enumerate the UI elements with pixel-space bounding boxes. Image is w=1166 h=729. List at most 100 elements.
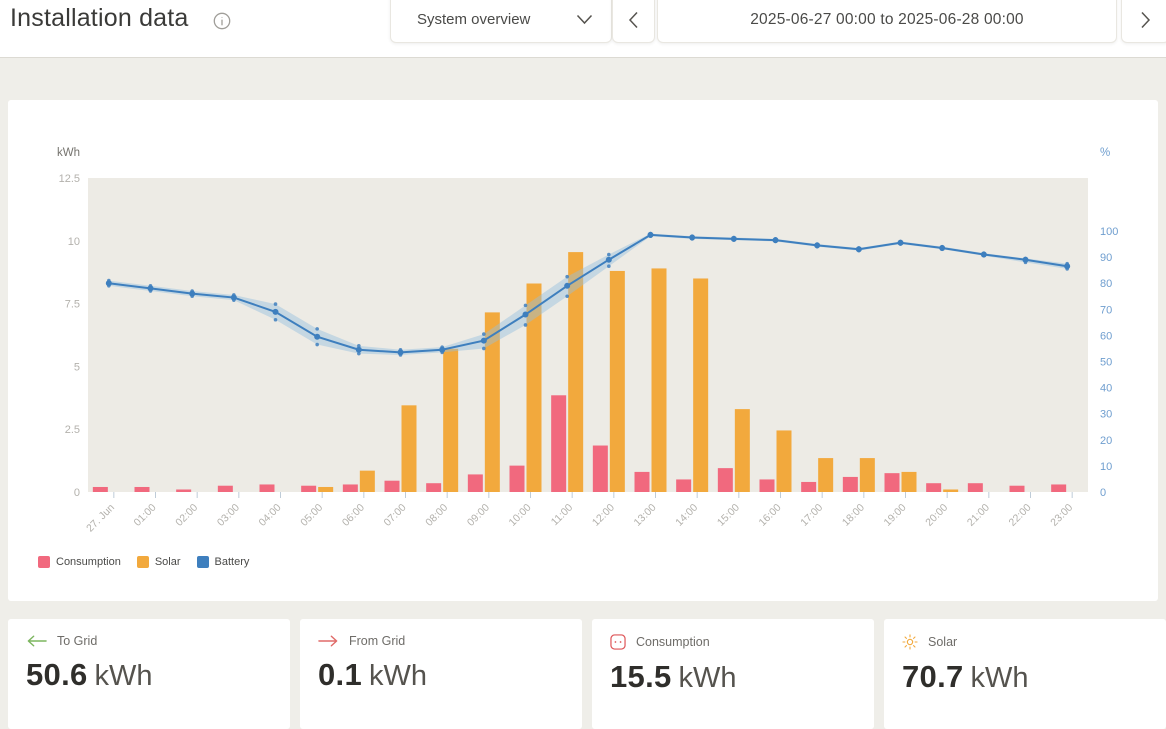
consumption-bar[interactable] — [801, 481, 817, 492]
solar-bar[interactable] — [818, 458, 834, 492]
battery-point[interactable] — [355, 346, 362, 353]
battery-point[interactable] — [147, 285, 154, 292]
battery-point[interactable] — [897, 239, 904, 246]
consumption-bar[interactable] — [926, 483, 942, 492]
consumption-bar[interactable] — [217, 485, 233, 492]
solar-bar[interactable] — [359, 470, 375, 492]
battery-point[interactable] — [772, 237, 779, 244]
prev-date-button[interactable] — [612, 0, 655, 43]
solar-bar[interactable] — [651, 268, 667, 492]
consumption-bar[interactable] — [551, 395, 567, 492]
consumption-bar[interactable] — [634, 471, 650, 492]
left-axis-tick: 12.5 — [59, 173, 80, 185]
summary-card-consumption[interactable]: Consumption 15.5 kWh — [592, 619, 874, 729]
battery-point[interactable] — [230, 294, 237, 301]
consumption-bar[interactable] — [134, 486, 150, 492]
solar-bar[interactable] — [401, 405, 417, 492]
solar-bar[interactable] — [776, 430, 792, 492]
solar-bar[interactable] — [568, 252, 584, 492]
battery-point[interactable] — [314, 333, 321, 340]
battery-point[interactable] — [1022, 256, 1029, 263]
consumption-bar[interactable] — [592, 445, 608, 492]
x-axis-label: 04:00 — [257, 502, 284, 529]
x-axis-label: 09:00 — [465, 502, 492, 529]
battery-point[interactable] — [272, 308, 279, 315]
battery-point[interactable] — [564, 282, 571, 289]
battery-min-point[interactable] — [273, 317, 278, 322]
consumption-bar[interactable] — [426, 483, 442, 492]
view-selector-dropdown[interactable]: System overview — [390, 0, 612, 43]
consumption-bar[interactable] — [842, 476, 858, 492]
battery-min-point[interactable] — [482, 346, 486, 351]
battery-point[interactable] — [189, 290, 196, 297]
consumption-bar[interactable] — [301, 485, 317, 492]
battery-point[interactable] — [1064, 263, 1071, 270]
summary-card-from-grid[interactable]: From Grid 0.1 kWh — [300, 619, 582, 729]
card-value: 70.7 — [902, 659, 964, 694]
solar-bar[interactable] — [318, 486, 334, 492]
legend-item-consumption[interactable]: Consumption — [38, 556, 121, 568]
battery-point[interactable] — [105, 280, 112, 287]
card-unit: kWh — [970, 662, 1029, 694]
battery-min-point[interactable] — [523, 323, 528, 327]
next-date-button[interactable] — [1121, 0, 1166, 43]
summary-card-to-grid[interactable]: To Grid 50.6 kWh — [8, 619, 290, 729]
battery-point[interactable] — [814, 242, 821, 249]
summary-card-solar[interactable]: Solar 70.7 kWh — [884, 619, 1166, 729]
battery-max-point[interactable] — [607, 252, 611, 257]
battery-point[interactable] — [647, 231, 654, 238]
info-icon[interactable] — [213, 12, 231, 30]
right-axis-tick: 80 — [1100, 278, 1112, 290]
battery-point[interactable] — [980, 251, 987, 258]
battery-point[interactable] — [730, 235, 737, 242]
x-axis-label: 01:00 — [132, 502, 159, 529]
legend-item-battery[interactable]: Battery — [196, 556, 249, 568]
consumption-bar[interactable] — [259, 484, 275, 492]
consumption-bar[interactable] — [92, 486, 108, 492]
consumption-bar[interactable] — [1051, 484, 1067, 492]
consumption-bar[interactable] — [884, 473, 900, 492]
chart-legend: Consumption Solar Battery — [38, 556, 249, 568]
battery-point[interactable] — [855, 246, 862, 253]
consumption-bar[interactable] — [384, 480, 400, 492]
battery-point[interactable] — [939, 244, 946, 251]
battery-max-point[interactable] — [315, 327, 319, 331]
consumption-bar[interactable] — [509, 465, 525, 492]
consumption-bar[interactable] — [676, 479, 692, 492]
consumption-bar[interactable] — [717, 468, 733, 492]
solar-bar[interactable] — [484, 312, 500, 492]
battery-min-point[interactable] — [357, 351, 361, 356]
solar-bar[interactable] — [943, 489, 959, 492]
battery-max-point[interactable] — [523, 303, 528, 308]
consumption-bar[interactable] — [759, 479, 775, 492]
battery-max-point[interactable] — [565, 274, 569, 279]
consumption-bar[interactable] — [467, 474, 483, 492]
battery-point[interactable] — [522, 311, 529, 318]
battery-max-point[interactable] — [482, 332, 486, 336]
consumption-bar[interactable] — [1009, 485, 1025, 492]
battery-min-point[interactable] — [607, 264, 611, 269]
solar-bar[interactable] — [609, 270, 625, 492]
battery-max-point[interactable] — [357, 344, 361, 348]
battery-point[interactable] — [439, 346, 446, 353]
battery-point[interactable] — [605, 256, 612, 263]
battery-point[interactable] — [397, 349, 404, 356]
solar-bar[interactable] — [443, 348, 459, 492]
battery-point[interactable] — [480, 337, 487, 344]
date-range-selector[interactable]: 2025-06-27 00:00 to 2025-06-28 00:00 — [657, 0, 1117, 43]
consumption-bar[interactable] — [176, 489, 192, 492]
battery-min-point[interactable] — [565, 294, 569, 299]
solar-bar[interactable] — [734, 409, 750, 492]
solar-bar[interactable] — [901, 471, 917, 492]
solar-bar[interactable] — [693, 278, 709, 492]
card-label: Consumption — [636, 635, 710, 649]
legend-item-solar[interactable]: Solar — [136, 556, 181, 568]
battery-min-point[interactable] — [315, 342, 319, 347]
consumption-bar[interactable] — [967, 483, 983, 492]
battery-max-point[interactable] — [273, 302, 278, 306]
solar-bar[interactable] — [526, 283, 542, 492]
solar-bar[interactable] — [859, 458, 875, 492]
x-axis-label: 07:00 — [382, 502, 409, 529]
consumption-bar[interactable] — [342, 484, 358, 492]
battery-point[interactable] — [689, 234, 696, 241]
